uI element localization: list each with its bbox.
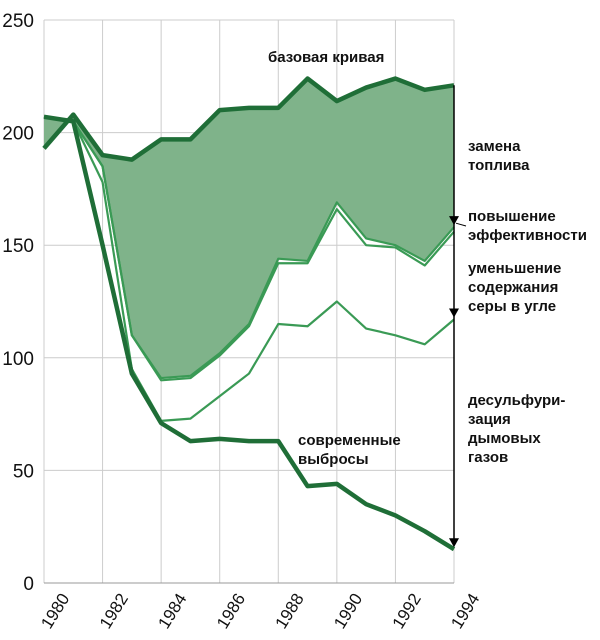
leader-line	[455, 222, 467, 227]
arrow-head	[449, 538, 459, 548]
annotation-efficiency-2: эффективности	[468, 227, 587, 244]
arrow-head	[449, 216, 459, 226]
y-tick-label: 50	[13, 461, 34, 482]
x-tick-label: 1990	[330, 590, 366, 632]
series-lines	[42, 76, 456, 552]
series-line-base	[42, 76, 455, 162]
y-tick-label: 0	[23, 574, 34, 595]
x-tick-label: 1994	[447, 590, 483, 632]
x-tick-label: 1986	[213, 590, 249, 632]
annotation-fuel-2: топлива	[468, 157, 530, 174]
annotation-fuel-1: замена	[468, 138, 521, 155]
x-tick-label: 1992	[389, 590, 425, 632]
x-tick-label: 1982	[96, 590, 132, 632]
annotation-base-curve: базовая кривая	[268, 49, 384, 66]
reduction-arrows	[449, 85, 467, 548]
annotation-sulfur-1: уменьшение	[468, 260, 561, 277]
series-line-current	[43, 114, 456, 552]
y-tick-label: 150	[2, 236, 34, 257]
y-tick-label: 200	[2, 124, 34, 145]
annotation-fgd-4: газов	[468, 449, 508, 466]
y-axis-ticks: 0 50 100 150 200 250	[2, 11, 34, 595]
shaded-area	[44, 78, 454, 379]
annotation-current-2: выбросы	[298, 451, 369, 468]
annotation-sulfur-3: серы в угле	[468, 298, 556, 315]
annotation-fgd-3: дымовых	[468, 430, 541, 447]
annotation-current-1: современные	[298, 432, 401, 449]
x-tick-label: 1988	[272, 590, 308, 632]
annotation-efficiency-1: повышение	[468, 208, 556, 225]
x-tick-label: 1980	[37, 590, 73, 632]
annotation-sulfur-2: содержания	[468, 279, 558, 296]
series-line-fuel	[43, 115, 455, 382]
annotation-fgd-1: десульфури-	[468, 392, 565, 409]
y-tick-label: 250	[2, 11, 34, 32]
x-tick-label: 1984	[154, 590, 190, 632]
arrow-head	[449, 308, 459, 318]
series-line-sulfur	[43, 115, 455, 422]
y-tick-label: 100	[2, 349, 34, 370]
x-axis-ticks: 1980 1982 1984 1986 1988 1990 1992 1994	[37, 590, 483, 632]
annotation-fgd-2: зация	[468, 411, 511, 428]
